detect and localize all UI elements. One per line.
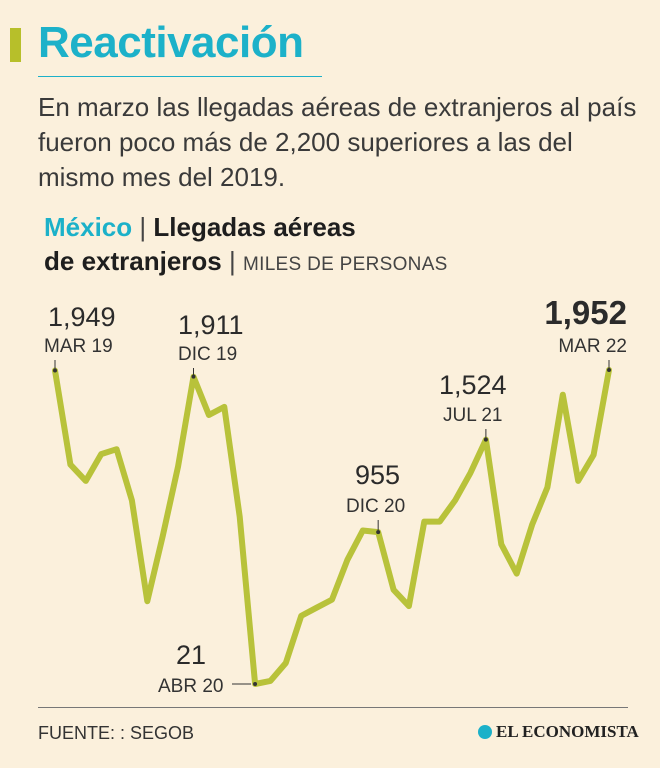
subtitle-separator-1: | bbox=[139, 212, 147, 242]
annotation-date-jul-21: JUL 21 bbox=[443, 405, 503, 426]
data-point-nov-20 bbox=[360, 527, 366, 533]
brand-logo: EL ECONOMISTA bbox=[478, 722, 639, 742]
annotation-value-dic-20: 955 bbox=[355, 460, 400, 490]
annotation-dot-abr-20 bbox=[253, 682, 258, 686]
brand-name: EL ECONOMISTA bbox=[496, 722, 639, 741]
annotation-dot-dic-19 bbox=[191, 374, 196, 379]
subtitle-line-1: México | Llegadas aéreas bbox=[44, 210, 448, 244]
title-accent-bar bbox=[10, 28, 21, 62]
data-point-abr-21 bbox=[437, 519, 443, 525]
data-point-may-21 bbox=[452, 497, 458, 503]
annotation-date-dic-19: DIC 19 bbox=[178, 344, 237, 365]
data-point-jun-19 bbox=[98, 451, 104, 457]
country-label: México bbox=[44, 212, 133, 242]
annotation-date-mar-19: MAR 19 bbox=[44, 336, 113, 357]
series-line bbox=[52, 367, 612, 687]
page-title: Reactivación bbox=[38, 18, 304, 67]
data-point-ene-21 bbox=[391, 587, 397, 593]
data-point-may-19 bbox=[83, 478, 89, 484]
data-point-jul-19 bbox=[114, 446, 120, 452]
data-point-jun-21 bbox=[468, 470, 474, 476]
annotation-value-mar-19: 1,949 bbox=[48, 302, 116, 332]
data-point-ago-19 bbox=[129, 497, 135, 503]
annotation-value-mar-22: 1,952 bbox=[544, 294, 627, 331]
description: En marzo las llegadas aéreas de extranje… bbox=[38, 92, 637, 192]
title-underline bbox=[38, 76, 322, 77]
data-point-ene-20 bbox=[206, 412, 212, 418]
annotation-date-dic-20: DIC 20 bbox=[346, 496, 405, 517]
data-point-ene-22 bbox=[575, 478, 581, 484]
subtitle-line-2: de extranjeros | MILES DE PERSONAS bbox=[44, 244, 448, 282]
annotation-value-abr-20: 21 bbox=[176, 640, 206, 670]
annotation-date-mar-22: MAR 22 bbox=[558, 336, 627, 357]
data-point-may-20 bbox=[267, 678, 273, 684]
annotation-dot-mar-22 bbox=[607, 368, 611, 372]
data-point-feb-22 bbox=[591, 452, 597, 458]
data-point-jul-20 bbox=[298, 613, 304, 619]
data-point-oct-21 bbox=[529, 522, 535, 528]
metric-label-line-2: de extranjeros bbox=[44, 246, 222, 276]
annotation-value-dic-19: 1,911 bbox=[178, 310, 244, 340]
source-note: FUENTE: : SEGOB bbox=[38, 723, 195, 743]
data-point-ago-20 bbox=[314, 605, 320, 611]
annotation-dot-dic-20 bbox=[376, 530, 381, 535]
annotation-date-abr-20: ABR 20 bbox=[158, 676, 223, 697]
annotation-value-jul-21: 1,524 bbox=[439, 370, 507, 400]
data-point-oct-20 bbox=[344, 557, 350, 563]
annotation-dot-mar-19 bbox=[53, 368, 57, 373]
chart-subtitle: México | Llegadas aéreas de extranjeros … bbox=[44, 210, 448, 282]
annotation-dot-jul-21 bbox=[483, 437, 488, 442]
data-point-ago-21 bbox=[498, 541, 504, 547]
data-point-dic-21 bbox=[560, 392, 566, 398]
data-point-nov-19 bbox=[175, 463, 181, 469]
data-point-feb-21 bbox=[406, 603, 412, 609]
metric-label-line-1: Llegadas aéreas bbox=[153, 212, 356, 242]
data-point-sep-21 bbox=[514, 571, 520, 577]
units-label: MILES DE PERSONAS bbox=[242, 254, 448, 275]
data-point-mar-20 bbox=[237, 514, 243, 520]
data-point-mar-21 bbox=[421, 519, 427, 525]
data-point-oct-19 bbox=[160, 533, 166, 539]
subtitle-separator-2: | bbox=[228, 246, 236, 276]
data-point-jun-20 bbox=[283, 660, 289, 666]
data-point-sep-20 bbox=[329, 597, 335, 603]
data-point-nov-21 bbox=[544, 484, 550, 490]
data-point-sep-19 bbox=[144, 598, 150, 604]
brand-mark-icon bbox=[478, 725, 492, 739]
footer-rule bbox=[38, 707, 628, 708]
data-point-feb-20 bbox=[221, 404, 227, 410]
data-point-abr-19 bbox=[67, 462, 73, 468]
